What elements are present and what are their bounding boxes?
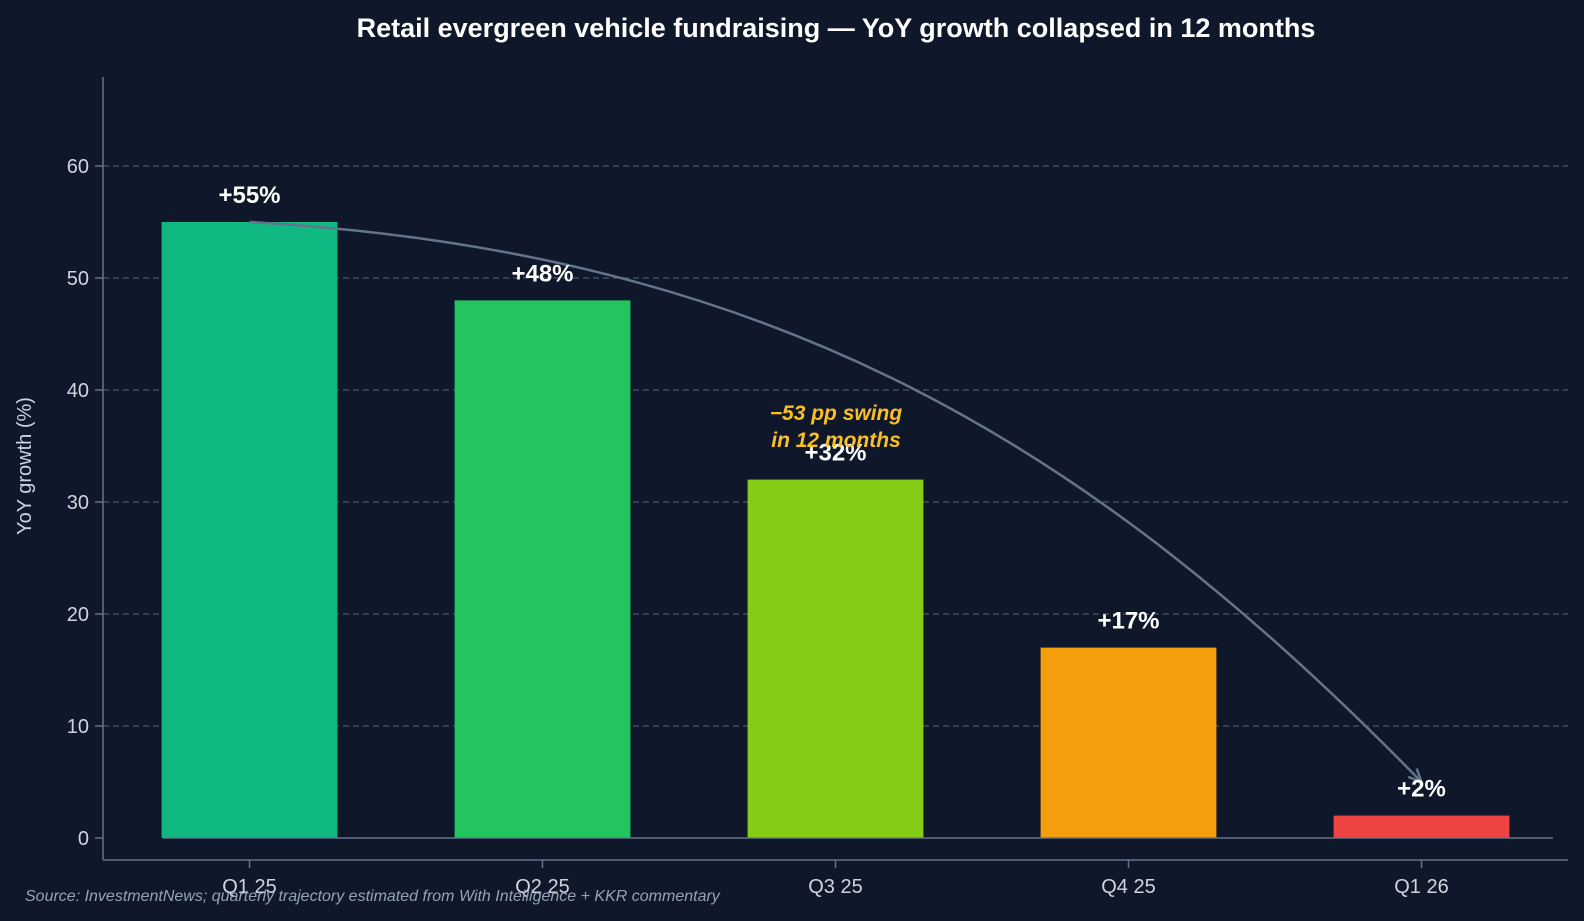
value-label: +32% <box>804 440 866 467</box>
x-tick-label: Q3 25 <box>808 876 862 898</box>
y-tick-label: 10 <box>67 716 89 738</box>
y-tick-label: 20 <box>67 604 89 626</box>
y-tick-label: 0 <box>78 828 89 850</box>
y-tick-label: 60 <box>67 156 89 178</box>
value-label: +17% <box>1097 608 1159 635</box>
bar-group <box>161 222 1510 838</box>
bar <box>1040 647 1217 838</box>
x-tick-label: Q4 25 <box>1101 876 1155 898</box>
annotation-line-2: in 12 months <box>771 429 901 452</box>
bar <box>1333 815 1510 838</box>
x-tick-label: Q1 25 <box>222 876 276 898</box>
y-tick-label: 40 <box>67 380 89 402</box>
y-tick-label: 30 <box>67 492 89 514</box>
trend-arrowhead <box>1407 768 1424 785</box>
source-note: Source: InvestmentNews; quarterly trajec… <box>25 888 721 905</box>
value-labels: +55% +48% +32% +17% +2% <box>218 182 1445 803</box>
bar <box>747 479 924 838</box>
x-tick-label: Q2 25 <box>515 876 569 898</box>
value-label: +2% <box>1397 776 1446 803</box>
trend-arrow <box>249 220 1423 783</box>
bar <box>454 300 631 838</box>
value-label: +55% <box>218 182 280 209</box>
x-tick-label: Q1 26 <box>1394 876 1448 898</box>
y-tick-labels: 0 10 20 30 40 50 60 <box>67 156 103 850</box>
value-label: +48% <box>511 260 573 287</box>
annotation-line-1: −53 pp swing <box>770 402 903 425</box>
bar <box>161 222 338 838</box>
y-tick-label: 50 <box>67 268 89 290</box>
y-axis-label: YoY growth (%) <box>14 397 36 535</box>
x-tick-labels: Q1 25 Q2 25 Q3 25 Q4 25 Q1 26 <box>222 860 1449 898</box>
chart-title: Retail evergreen vehicle fundraising — Y… <box>357 13 1316 43</box>
